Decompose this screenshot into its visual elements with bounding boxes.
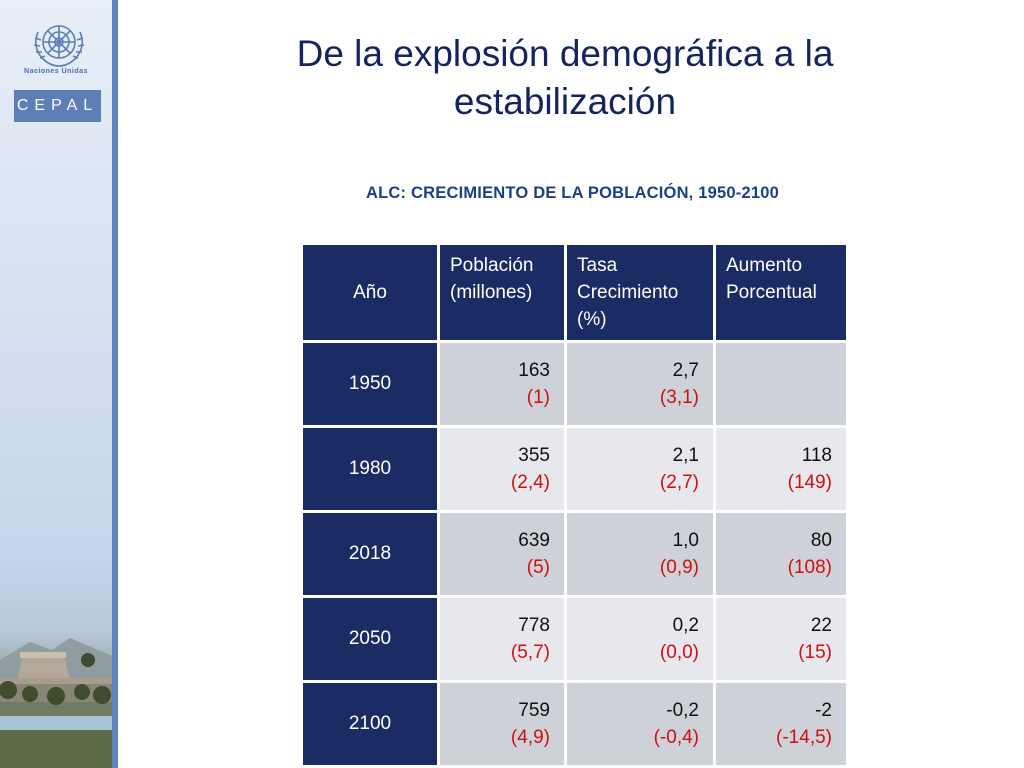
table-row: 2018 639 (5) 1,0 (0,9) 80 (108) xyxy=(303,513,846,595)
population-value: 759 xyxy=(518,700,550,721)
header-rate-line-1: Tasa xyxy=(577,255,618,276)
increase-cell: 22 (15) xyxy=(716,598,846,680)
table-row: 2050 778 (5,7) 0,2 (0,0) 22 (15) xyxy=(303,598,846,680)
growth-rate-cell: -0,2 (-0,4) xyxy=(567,683,713,765)
population-table: Año Población (millones) Tasa Crecimient… xyxy=(300,242,849,768)
population-value: 163 xyxy=(518,360,550,381)
slide-title: De la explosión demográfica a la estabil… xyxy=(240,30,890,126)
population-share: (2,4) xyxy=(510,472,550,493)
header-rate-line-3: (%) xyxy=(577,309,607,330)
header-year: Año xyxy=(303,245,437,340)
growth-rate-value: 0,2 xyxy=(672,615,699,636)
row-year-cell: 2018 xyxy=(303,513,437,595)
growth-rate-value: -0,2 xyxy=(666,700,699,721)
growth-rate-cell: 2,7 (3,1) xyxy=(567,343,713,425)
population-cell: 639 (5) xyxy=(440,513,564,595)
population-share: (5) xyxy=(526,557,550,578)
increase-value: 118 xyxy=(801,445,832,466)
header-population-line-1: Población xyxy=(450,255,534,276)
table-header-row: Año Población (millones) Tasa Crecimient… xyxy=(303,245,846,340)
increase-comparison: (108) xyxy=(787,557,832,578)
un-label: Naciones Unidas xyxy=(24,68,88,75)
header-growth-rate: Tasa Crecimiento (%) xyxy=(567,245,713,340)
population-cell: 759 (4,9) xyxy=(440,683,564,765)
growth-rate-cell: 2,1 (2,7) xyxy=(567,428,713,510)
header-increase-line-1: Aumento xyxy=(726,255,803,276)
population-cell: 778 (5,7) xyxy=(440,598,564,680)
increase-cell xyxy=(716,343,846,425)
slide-title-line-2: estabilización xyxy=(453,81,677,122)
population-value: 355 xyxy=(518,445,550,466)
decorative-sidebar: Naciones Unidas CEPAL xyxy=(0,0,112,768)
increase-cell: -2 (-14,5) xyxy=(716,683,846,765)
growth-rate-value: 2,1 xyxy=(672,445,699,466)
header-increase-line-2: Porcentual xyxy=(726,282,817,303)
increase-comparison: (15) xyxy=(798,642,832,663)
increase-cell: 80 (108) xyxy=(716,513,846,595)
increase-comparison: (-14,5) xyxy=(776,727,832,748)
growth-rate-value: 2,7 xyxy=(672,360,699,381)
population-cell: 163 (1) xyxy=(440,343,564,425)
building-landscape-image xyxy=(0,638,112,768)
population-cell: 355 (2,4) xyxy=(440,428,564,510)
header-percent-increase: Aumento Porcentual xyxy=(716,245,846,340)
row-year-cell: 2100 xyxy=(303,683,437,765)
increase-cell: 118 (149) xyxy=(716,428,846,510)
cepal-logo-text: CEPAL xyxy=(16,97,99,114)
growth-rate-value: 1,0 xyxy=(672,530,699,551)
un-emblem-icon xyxy=(33,25,85,67)
increase-value: -2 xyxy=(815,700,832,721)
population-share: (4,9) xyxy=(510,727,550,748)
population-share: (5,7) xyxy=(510,642,550,663)
header-population-line-2: (millones) xyxy=(450,282,533,303)
cepal-logo: CEPAL xyxy=(14,90,101,122)
population-value: 639 xyxy=(518,530,550,551)
header-rate-line-2: Crecimiento xyxy=(577,282,679,303)
growth-rate-comparison: (0,0) xyxy=(659,642,699,663)
row-year-cell: 2050 xyxy=(303,598,437,680)
sidebar-accent-edge xyxy=(112,0,118,768)
growth-rate-comparison: (2,7) xyxy=(659,472,699,493)
population-share: (1) xyxy=(526,387,550,408)
table-row: 2100 759 (4,9) -0,2 (-0,4) -2 (-14,5) xyxy=(303,683,846,765)
increase-value: 22 xyxy=(810,615,832,636)
row-year-cell: 1980 xyxy=(303,428,437,510)
slide-title-line-1: De la explosión demográfica a la xyxy=(296,33,834,74)
population-value: 778 xyxy=(518,615,550,636)
growth-rate-comparison: (0,9) xyxy=(659,557,699,578)
growth-rate-cell: 1,0 (0,9) xyxy=(567,513,713,595)
header-year-label: Año xyxy=(353,282,387,303)
growth-rate-cell: 0,2 (0,0) xyxy=(567,598,713,680)
table-row: 1980 355 (2,4) 2,1 (2,7) 118 (149) xyxy=(303,428,846,510)
growth-rate-comparison: (-0,4) xyxy=(653,727,699,748)
increase-value: 80 xyxy=(810,530,832,551)
header-population: Población (millones) xyxy=(440,245,564,340)
table-row: 1950 163 (1) 2,7 (3,1) xyxy=(303,343,846,425)
table-subtitle: ALC: CRECIMIENTO DE LA POBLACIÓN, 1950-2… xyxy=(366,184,779,202)
growth-rate-comparison: (3,1) xyxy=(659,387,699,408)
row-year-cell: 1950 xyxy=(303,343,437,425)
increase-comparison: (149) xyxy=(787,472,832,493)
